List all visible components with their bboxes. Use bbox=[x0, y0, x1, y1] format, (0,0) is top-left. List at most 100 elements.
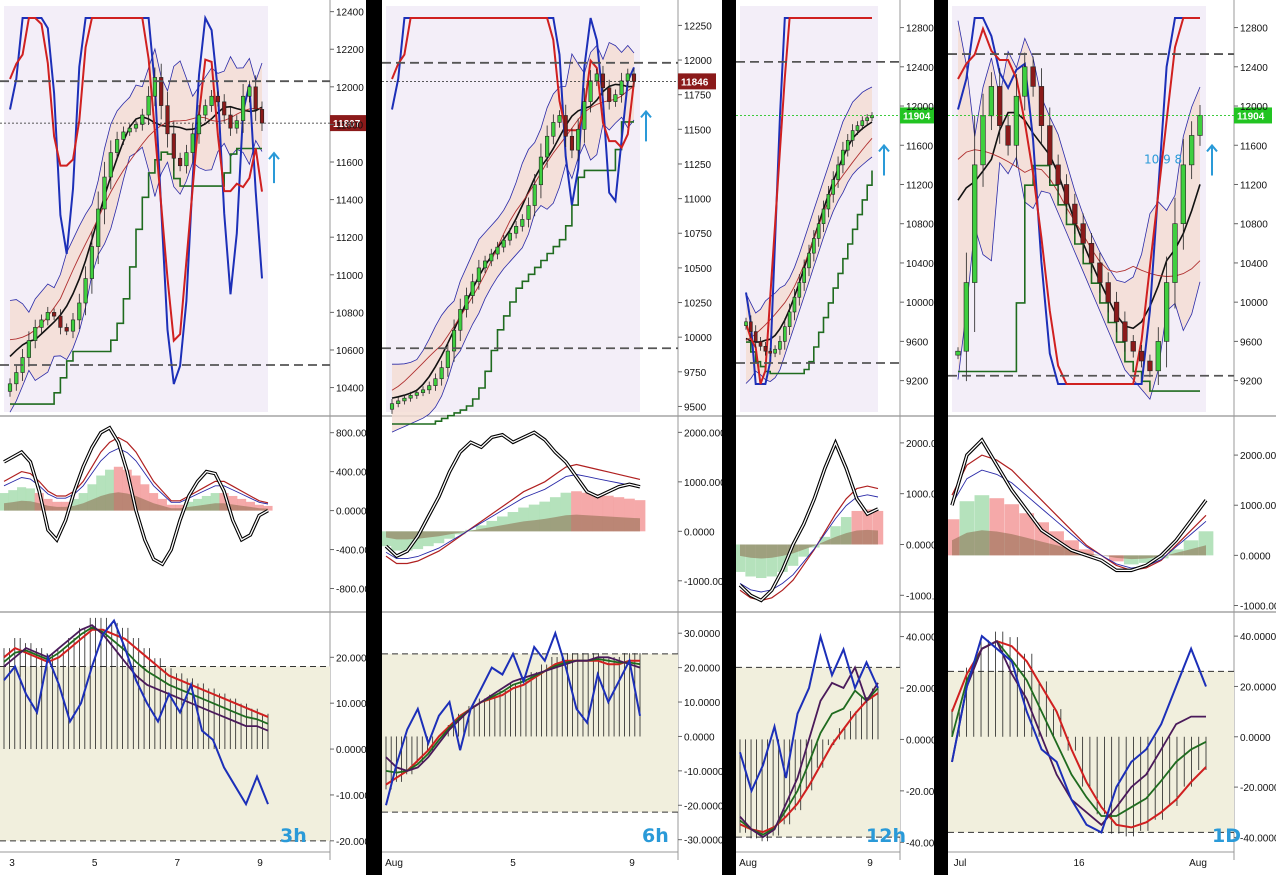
candle bbox=[782, 326, 787, 342]
osc1-signal-line bbox=[385, 463, 641, 565]
osc1-tick-label: 1000.000 bbox=[906, 490, 934, 501]
slow-average-line bbox=[957, 149, 1201, 277]
last-price-tag: 11904 bbox=[1234, 107, 1272, 124]
moving-average-line bbox=[9, 105, 263, 357]
osc1-histogram-bar bbox=[798, 544, 809, 557]
osc2-main-line bbox=[951, 634, 1207, 834]
candle bbox=[1080, 223, 1086, 244]
price-tick-label: 10600 bbox=[336, 346, 364, 357]
candle bbox=[763, 345, 768, 352]
candle bbox=[452, 329, 457, 352]
price-tick-label: 12400 bbox=[1240, 63, 1268, 74]
timeframe-label: 1D bbox=[1212, 825, 1241, 847]
chart-svg-6h: 11846 9500 9750 10000 10250 10500 10750 11000 11… bbox=[382, 0, 722, 875]
osc1-histogram-bar bbox=[228, 495, 238, 511]
candle bbox=[433, 378, 438, 386]
candle bbox=[58, 315, 63, 328]
osc2-band-background bbox=[0, 666, 330, 841]
price-tick-label: 10250 bbox=[684, 299, 712, 310]
osc1-secondary-line bbox=[3, 448, 269, 505]
candle bbox=[1180, 164, 1186, 225]
candle bbox=[768, 350, 773, 354]
osc1-histogram-bar bbox=[87, 484, 97, 511]
osc1-histogram-bar bbox=[61, 501, 71, 511]
candle bbox=[758, 341, 763, 347]
candle bbox=[184, 152, 189, 167]
price-tick-label: 9750 bbox=[684, 368, 707, 379]
price-tick-label: 9200 bbox=[906, 377, 929, 388]
candle bbox=[845, 140, 850, 151]
candle bbox=[39, 319, 44, 328]
osc1-histogram-bar bbox=[237, 498, 247, 511]
candle bbox=[96, 208, 101, 247]
price-tick-label: 10500 bbox=[684, 264, 712, 275]
bollinger-lower-line bbox=[391, 116, 635, 433]
candle bbox=[1163, 282, 1170, 342]
osc2-mid-line bbox=[385, 658, 641, 774]
osc2-tick-label: 20.0000 bbox=[336, 653, 366, 664]
osc1-main-line bbox=[739, 441, 879, 602]
osc1-histogram-bar bbox=[1079, 549, 1094, 556]
osc1-area bbox=[952, 530, 1206, 560]
osc2-tick-label: -20.0000 bbox=[684, 801, 722, 812]
osc1-histogram-bar bbox=[25, 488, 35, 511]
candle bbox=[753, 331, 758, 342]
candle bbox=[445, 350, 450, 368]
osc2-tick-label: -40.0000 bbox=[906, 838, 934, 849]
candle bbox=[470, 281, 475, 296]
osc1-signal-line bbox=[3, 436, 269, 504]
candle bbox=[631, 73, 637, 82]
osc1-histogram-bar bbox=[422, 531, 434, 547]
candle bbox=[476, 267, 481, 283]
osc1-histogram-bar bbox=[254, 504, 264, 511]
osc1-histogram-bar bbox=[560, 492, 572, 532]
candle bbox=[1030, 66, 1036, 87]
price-tick-label: 10800 bbox=[1240, 220, 1268, 231]
last-price-tag-text: 11904 bbox=[1237, 111, 1265, 122]
candle bbox=[773, 348, 777, 354]
osc2-fast-line bbox=[739, 665, 879, 839]
candle bbox=[749, 321, 753, 332]
annotation-note: 10 9 8 bbox=[1144, 152, 1182, 166]
candle bbox=[836, 164, 840, 180]
price-tick-label: 10750 bbox=[684, 229, 712, 240]
candle bbox=[414, 392, 419, 396]
osc1-histogram-bar bbox=[166, 504, 176, 511]
candle bbox=[1138, 350, 1145, 362]
price-tick-label: 9500 bbox=[684, 402, 707, 413]
candle bbox=[744, 321, 748, 327]
osc1-histogram-bar bbox=[52, 501, 62, 511]
osc1-histogram-bar bbox=[69, 498, 79, 511]
osc1-tick-label: 400.000 bbox=[336, 468, 366, 479]
date-axis-label: 16 bbox=[1073, 858, 1085, 869]
price-tick-label: 9200 bbox=[1240, 377, 1263, 388]
osc2-tick-label: 10.0000 bbox=[336, 699, 366, 710]
price-tick-label: 10400 bbox=[1240, 259, 1268, 270]
osc1-histogram-bar bbox=[184, 501, 194, 511]
candle bbox=[228, 114, 233, 129]
last-price-tag-text: 11807 bbox=[333, 119, 361, 130]
candle bbox=[259, 109, 265, 124]
osc1-main-line bbox=[951, 439, 1207, 572]
candle bbox=[841, 149, 845, 166]
osc1-histogram-bar bbox=[444, 531, 455, 539]
price-tick-label: 11600 bbox=[336, 158, 364, 169]
osc1-histogram-bar bbox=[96, 475, 106, 511]
osc2-tick-label: 20.0000 bbox=[906, 684, 934, 695]
osc1-histogram-bar bbox=[219, 493, 229, 511]
price-tick-label: 10000 bbox=[1240, 298, 1268, 309]
candle bbox=[152, 77, 157, 97]
date-axis-label: Jul bbox=[954, 858, 967, 869]
last-price-tag-box bbox=[678, 73, 716, 90]
price-tick-label: 11750 bbox=[684, 91, 712, 102]
osc1-histogram-bar bbox=[157, 498, 167, 511]
candle bbox=[402, 397, 407, 402]
candle bbox=[625, 73, 630, 82]
candle bbox=[569, 135, 574, 151]
osc1-histogram-bar bbox=[465, 529, 477, 532]
candle bbox=[495, 246, 500, 255]
candle bbox=[140, 114, 145, 125]
candle bbox=[812, 238, 816, 254]
osc1-histogram-bar bbox=[830, 526, 841, 545]
